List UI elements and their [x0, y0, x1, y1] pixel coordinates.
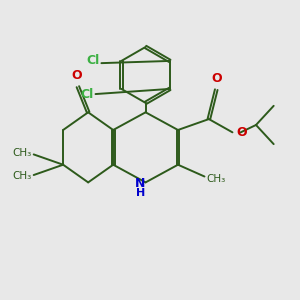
- Text: CH₃: CH₃: [206, 174, 226, 184]
- Text: O: O: [236, 126, 247, 139]
- Text: Cl: Cl: [80, 88, 94, 100]
- Text: Cl: Cl: [86, 54, 99, 67]
- Text: O: O: [71, 69, 82, 82]
- Text: CH₃: CH₃: [12, 148, 32, 158]
- Text: N: N: [135, 177, 146, 190]
- Text: H: H: [136, 188, 145, 198]
- Text: O: O: [211, 72, 222, 85]
- Text: CH₃: CH₃: [12, 172, 32, 182]
